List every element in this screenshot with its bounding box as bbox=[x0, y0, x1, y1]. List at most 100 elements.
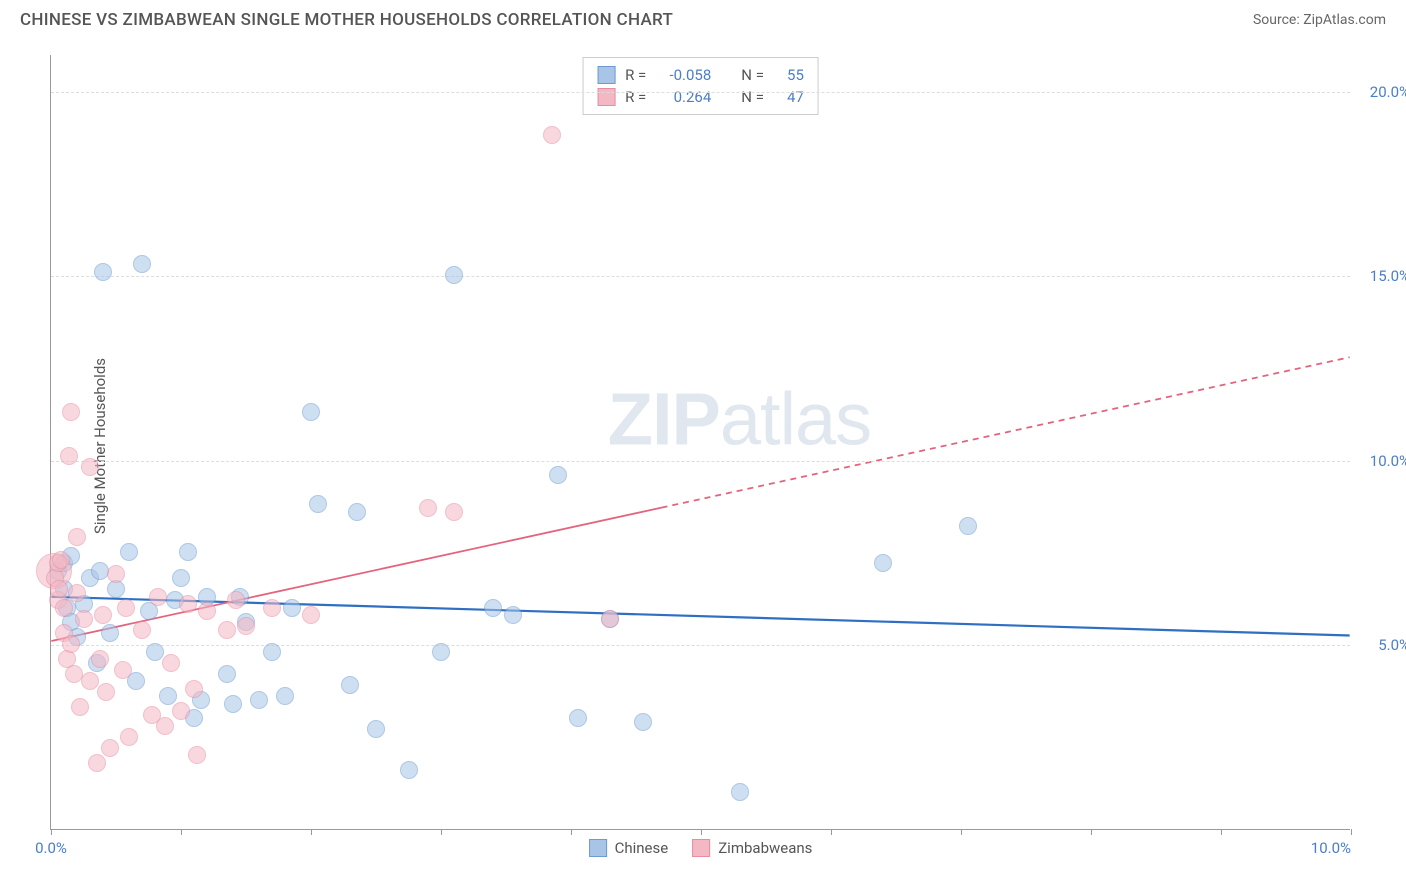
legend-label: Zimbabweans bbox=[718, 839, 812, 857]
x-tick bbox=[571, 829, 572, 835]
data-point bbox=[445, 266, 463, 284]
data-point bbox=[224, 695, 242, 713]
data-point bbox=[250, 691, 268, 709]
data-point bbox=[101, 739, 119, 757]
data-point bbox=[75, 610, 93, 628]
legend-swatch bbox=[597, 88, 615, 106]
data-point bbox=[71, 698, 89, 716]
data-point bbox=[569, 709, 587, 727]
legend-swatch bbox=[589, 839, 607, 857]
data-point bbox=[133, 621, 151, 639]
data-point bbox=[156, 717, 174, 735]
data-point bbox=[94, 263, 112, 281]
data-point bbox=[101, 624, 119, 642]
data-point bbox=[874, 554, 892, 572]
gridline bbox=[51, 92, 1350, 93]
data-point bbox=[959, 517, 977, 535]
y-tick-label: 10.0% bbox=[1370, 452, 1406, 470]
legend-row: R = -0.058 N = 55 bbox=[597, 64, 804, 86]
data-point bbox=[198, 602, 216, 620]
x-tick bbox=[51, 829, 52, 835]
data-point bbox=[348, 503, 366, 521]
data-point bbox=[62, 403, 80, 421]
data-point bbox=[367, 720, 385, 738]
x-tick bbox=[1221, 829, 1222, 835]
data-point bbox=[60, 447, 78, 465]
data-point bbox=[237, 617, 255, 635]
data-point bbox=[94, 606, 112, 624]
legend-swatch bbox=[597, 66, 615, 84]
x-tick bbox=[831, 829, 832, 835]
y-tick-label: 20.0% bbox=[1370, 83, 1406, 101]
data-point bbox=[146, 643, 164, 661]
x-tick bbox=[311, 829, 312, 835]
y-tick-label: 15.0% bbox=[1370, 267, 1406, 285]
data-point bbox=[419, 499, 437, 517]
data-point bbox=[117, 599, 135, 617]
data-point bbox=[543, 126, 561, 144]
data-point bbox=[302, 403, 320, 421]
data-point bbox=[400, 761, 418, 779]
data-point bbox=[172, 702, 190, 720]
legend-r-label: R = bbox=[625, 88, 646, 106]
data-point bbox=[81, 458, 99, 476]
data-point bbox=[68, 584, 86, 602]
chart-title: CHINESE VS ZIMBABWEAN SINGLE MOTHER HOUS… bbox=[20, 10, 673, 30]
data-point bbox=[114, 661, 132, 679]
x-tick-label: 10.0% bbox=[1311, 839, 1351, 857]
data-point bbox=[133, 255, 151, 273]
data-point bbox=[97, 683, 115, 701]
legend-swatch bbox=[692, 839, 710, 857]
data-point bbox=[302, 606, 320, 624]
x-tick-label: 0.0% bbox=[35, 839, 67, 857]
data-point bbox=[445, 503, 463, 521]
x-tick bbox=[961, 829, 962, 835]
data-point bbox=[341, 676, 359, 694]
gridline bbox=[51, 276, 1350, 277]
watermark: ZIPatlas bbox=[608, 376, 871, 461]
data-point bbox=[91, 650, 109, 668]
data-point bbox=[159, 687, 177, 705]
x-tick bbox=[1091, 829, 1092, 835]
legend-r-value: -0.058 bbox=[656, 66, 711, 84]
legend-r-label: R = bbox=[625, 66, 646, 84]
data-point bbox=[185, 680, 203, 698]
data-point bbox=[179, 543, 197, 561]
legend-r-value: 0.264 bbox=[656, 88, 711, 106]
data-point bbox=[188, 746, 206, 764]
data-point bbox=[50, 580, 68, 598]
legend-item: Chinese bbox=[589, 839, 669, 857]
source-label: Source: ZipAtlas.com bbox=[1253, 12, 1386, 28]
legend-row: R =0.264N =47 bbox=[597, 86, 804, 108]
legend-n-value: 55 bbox=[774, 66, 804, 84]
data-point bbox=[283, 599, 301, 617]
data-point bbox=[120, 543, 138, 561]
data-point bbox=[149, 588, 167, 606]
legend-item: Zimbabweans bbox=[692, 839, 812, 857]
data-point bbox=[172, 569, 190, 587]
data-point bbox=[634, 713, 652, 731]
legend-n-label: N = bbox=[741, 66, 764, 84]
data-point bbox=[601, 610, 619, 628]
correlation-legend: R =-0.058N =55R =0.264N =47 bbox=[582, 57, 819, 115]
gridline bbox=[51, 645, 1350, 646]
data-point bbox=[731, 783, 749, 801]
data-point bbox=[484, 599, 502, 617]
data-point bbox=[55, 599, 73, 617]
gridline bbox=[51, 461, 1350, 462]
data-point bbox=[432, 643, 450, 661]
legend-label: Chinese bbox=[615, 839, 669, 857]
x-tick bbox=[441, 829, 442, 835]
data-point bbox=[263, 599, 281, 617]
data-point bbox=[218, 621, 236, 639]
x-tick bbox=[181, 829, 182, 835]
data-point bbox=[276, 687, 294, 705]
data-point bbox=[120, 728, 138, 746]
data-point bbox=[179, 595, 197, 613]
data-point bbox=[52, 551, 70, 569]
data-point bbox=[227, 591, 245, 609]
x-tick bbox=[1351, 829, 1352, 835]
series-legend: Chinese Zimbabweans bbox=[589, 839, 813, 857]
data-point bbox=[263, 643, 281, 661]
data-point bbox=[549, 466, 567, 484]
